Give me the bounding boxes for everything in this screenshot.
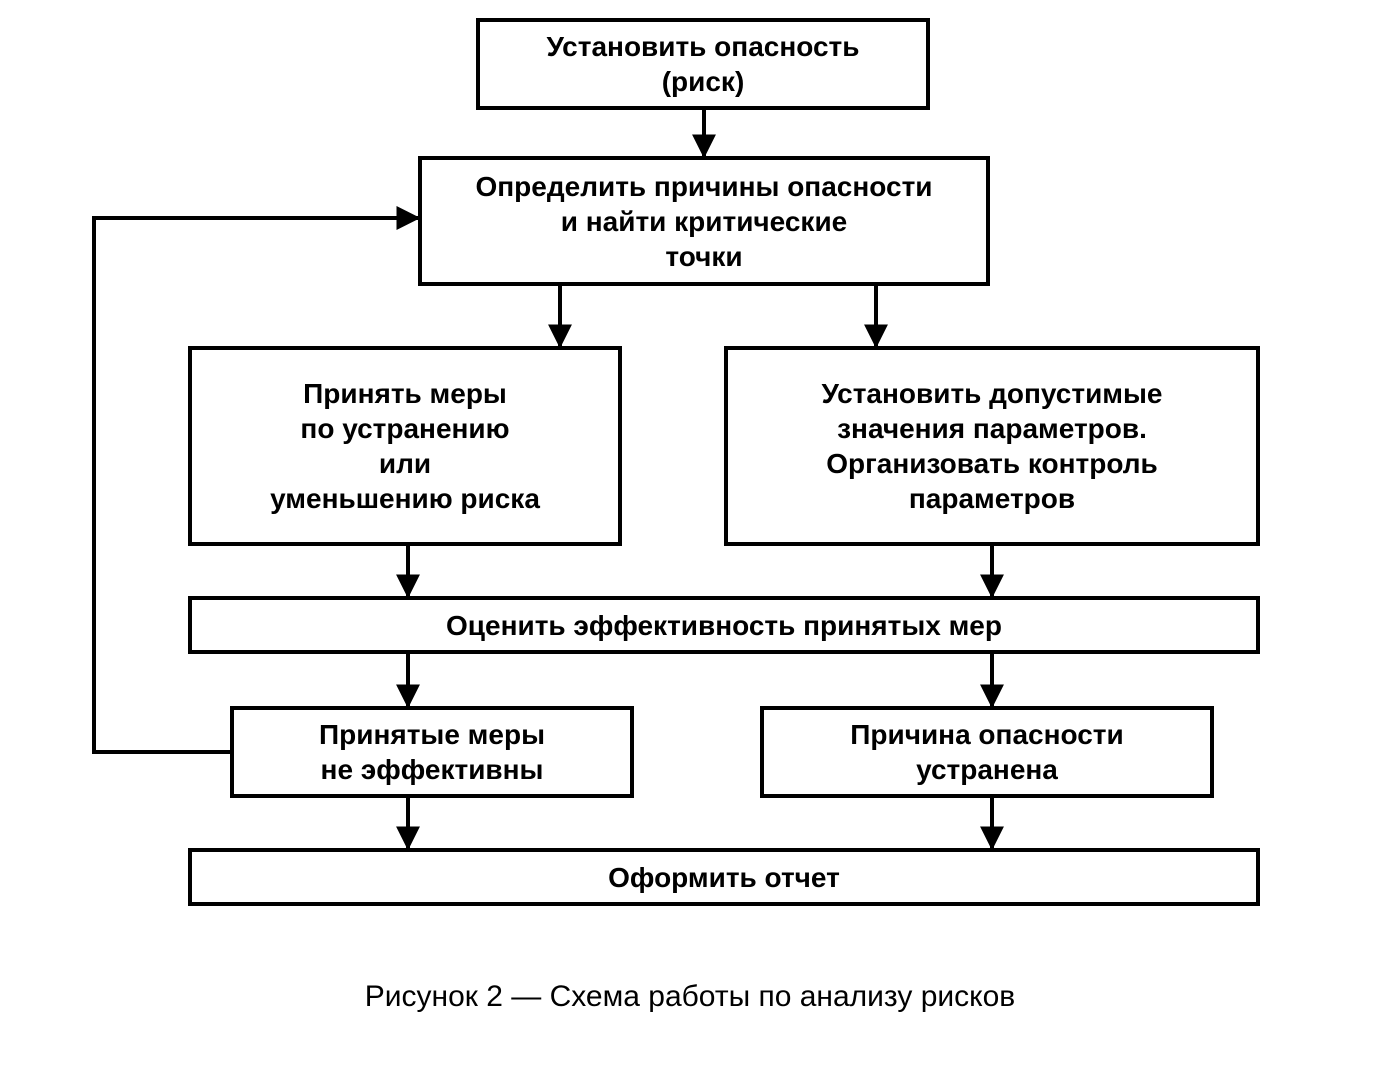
- flowchart-node-n3: Принять меры по устранению или уменьшени…: [188, 346, 622, 546]
- flowchart-node-n7: Причина опасности устранена: [760, 706, 1214, 798]
- figure-caption: Рисунок 2 — Схема работы по анализу риск…: [310, 980, 1070, 1014]
- flowchart-node-n5: Оценить эффективность принятых мер: [188, 596, 1260, 654]
- flowchart-canvas: Рисунок 2 — Схема работы по анализу риск…: [0, 0, 1380, 1068]
- flowchart-node-n2: Определить причины опасности и найти кри…: [418, 156, 990, 286]
- flowchart-node-n4: Установить допустимые значения параметро…: [724, 346, 1260, 546]
- flowchart-node-n8: Оформить отчет: [188, 848, 1260, 906]
- flowchart-node-n6: Принятые меры не эффективны: [230, 706, 634, 798]
- flowchart-node-n1: Установить опасность (риск): [476, 18, 930, 110]
